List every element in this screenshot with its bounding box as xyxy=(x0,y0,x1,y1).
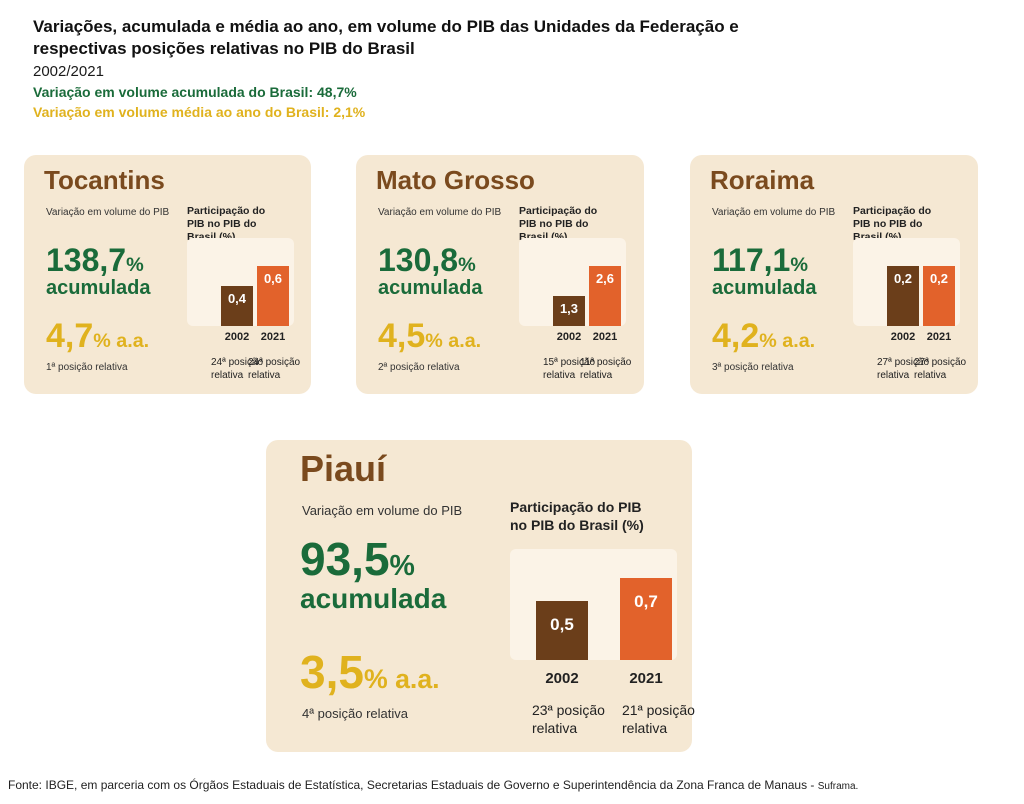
share-bar-chart: 0,2 0,2 xyxy=(853,238,960,326)
position-2002: 15ª posição relativa xyxy=(543,357,596,381)
percent-sign: % xyxy=(458,254,476,276)
year-label-2021: 2021 xyxy=(592,331,618,343)
chart-title: Variações, acumulada e média ao ano, em … xyxy=(33,16,933,60)
share-bar-chart: 0,4 0,6 xyxy=(187,238,294,326)
percent-sign: % xyxy=(93,330,111,352)
accumulated-variation-value: 138,7% xyxy=(46,243,144,282)
year-label-2002: 2002 xyxy=(224,331,250,343)
percent-sign: % xyxy=(790,254,808,276)
unit-spacer xyxy=(388,664,395,694)
bar-2002: 0,2 xyxy=(887,266,919,326)
annual-average-value: 3,5% a.a. xyxy=(300,648,440,703)
state-card: Tocantins Variação em volume do PIB 138,7%… xyxy=(24,155,311,394)
gdp-share-title: Participação do PIB no PIB do Brasil (%) xyxy=(510,499,644,533)
source-suframa: Suframa. xyxy=(817,781,859,792)
percent-sign: % xyxy=(126,254,144,276)
state-name: Tocantins xyxy=(44,165,165,195)
relative-position: 4ª posição relativa xyxy=(302,706,408,721)
chart-header: Variações, acumulada e média ao ano, em … xyxy=(33,16,933,120)
relative-position: 2ª posição relativa xyxy=(378,362,460,373)
year-label-2002: 2002 xyxy=(890,331,916,343)
accumulated-number: 130,8 xyxy=(378,242,459,278)
annual-average-value: 4,2% a.a. xyxy=(712,318,815,359)
accumulated-label: acumulada xyxy=(46,277,151,299)
accumulated-label: acumulada xyxy=(378,277,483,299)
position-2002: 24ª posição relativa xyxy=(211,357,264,381)
volume-variation-label: Variação em volume do PIB xyxy=(302,503,463,518)
accumulated-number: 93,5 xyxy=(300,533,390,585)
bar-2021: 2,6 xyxy=(589,266,621,326)
volume-variation-label: Variação em volume do PIB xyxy=(378,207,502,218)
accumulated-label: acumulada xyxy=(300,583,447,614)
title-line-2: respectivas posições relativas no PIB do… xyxy=(33,39,415,58)
bar-2002: 1,3 xyxy=(553,296,585,326)
accumulated-number: 117,1 xyxy=(712,242,791,278)
state-name: Roraima xyxy=(710,165,815,195)
year-label-2002: 2002 xyxy=(545,670,579,687)
annual-average-number: 4,5 xyxy=(378,317,426,355)
percent-sign: % xyxy=(425,330,443,352)
volume-variation-label: Variação em volume do PIB xyxy=(46,207,170,218)
share-bar-chart: 0,5 0,7 xyxy=(510,549,677,660)
year-label-2021: 2021 xyxy=(629,670,663,687)
aa-label: a.a. xyxy=(782,330,816,352)
relative-position: 1ª posição relativa xyxy=(46,362,128,373)
share-bar-chart: 1,3 2,6 xyxy=(519,238,626,326)
annual-average-number: 4,7 xyxy=(46,317,94,355)
annual-average-number: 3,5 xyxy=(300,646,364,698)
position-2002: 23ª posição relativa xyxy=(532,702,605,736)
state-card: Roraima Variação em volume do PIB 117,1% ac… xyxy=(690,155,978,394)
relative-position: 3ª posição relativa xyxy=(712,362,794,373)
year-label-2021: 2021 xyxy=(260,331,286,343)
annual-average-value: 4,7% a.a. xyxy=(46,318,149,359)
annual-unit: % a.a. xyxy=(364,664,440,694)
annual-unit: % a.a. xyxy=(759,330,815,352)
brasil-accumulated-variation: Variação em volume acumulada do Brasil: … xyxy=(33,84,357,100)
source-text: Fonte: IBGE, em parceria com os Órgãos E… xyxy=(8,778,818,792)
accumulated-variation-value: 130,8% xyxy=(378,243,476,282)
accumulated-variation-value: 93,5% xyxy=(300,535,415,590)
annual-average-number: 4,2 xyxy=(712,317,760,355)
bar-2002: 0,5 xyxy=(536,601,588,660)
position-2021: 27ª posição relativa xyxy=(914,357,967,381)
state-card: Piauí Variação em volume do PIB 93,5% acumu… xyxy=(266,440,695,752)
state-name: Mato Grosso xyxy=(376,165,535,195)
state-name: Piauí xyxy=(300,448,387,489)
brasil-average-variation: Variação em volume média ao ano do Brasi… xyxy=(33,104,366,120)
bar-2002: 0,4 xyxy=(221,286,253,326)
accumulated-variation-value: 117,1% xyxy=(712,243,808,282)
accumulated-label: acumulada xyxy=(712,277,817,299)
percent-sign: % xyxy=(363,664,388,694)
volume-variation-label: Variação em volume do PIB xyxy=(712,207,836,218)
position-2002: 27ª posição relativa xyxy=(877,357,930,381)
bar-2021: 0,7 xyxy=(620,578,672,660)
title-line-1: Variações, acumulada e média ao ano, em … xyxy=(33,17,739,36)
position-2021: 24ª posição relativa xyxy=(248,357,301,381)
accumulated-number: 138,7 xyxy=(46,242,127,278)
bar-2021: 0,6 xyxy=(257,266,289,326)
year-label-2021: 2021 xyxy=(926,331,952,343)
state-card: Mato Grosso Variação em volume do PIB 130,… xyxy=(356,155,644,394)
year-label-2002: 2002 xyxy=(556,331,582,343)
aa-label: a.a. xyxy=(395,664,440,694)
annual-unit: % a.a. xyxy=(425,330,481,352)
percent-sign: % xyxy=(759,330,777,352)
bar-2021: 0,2 xyxy=(923,266,955,326)
aa-label: a.a. xyxy=(448,330,482,352)
period-label: 2002/2021 xyxy=(33,63,104,80)
position-2021: 21ª posição relativa xyxy=(622,702,695,736)
aa-label: a.a. xyxy=(116,330,150,352)
annual-average-value: 4,5% a.a. xyxy=(378,318,481,359)
source-note: Fonte: IBGE, em parceria com os Órgãos E… xyxy=(8,778,858,792)
percent-sign: % xyxy=(389,550,415,582)
position-2021: 11ª posição relativa xyxy=(580,357,632,381)
annual-unit: % a.a. xyxy=(93,330,149,352)
